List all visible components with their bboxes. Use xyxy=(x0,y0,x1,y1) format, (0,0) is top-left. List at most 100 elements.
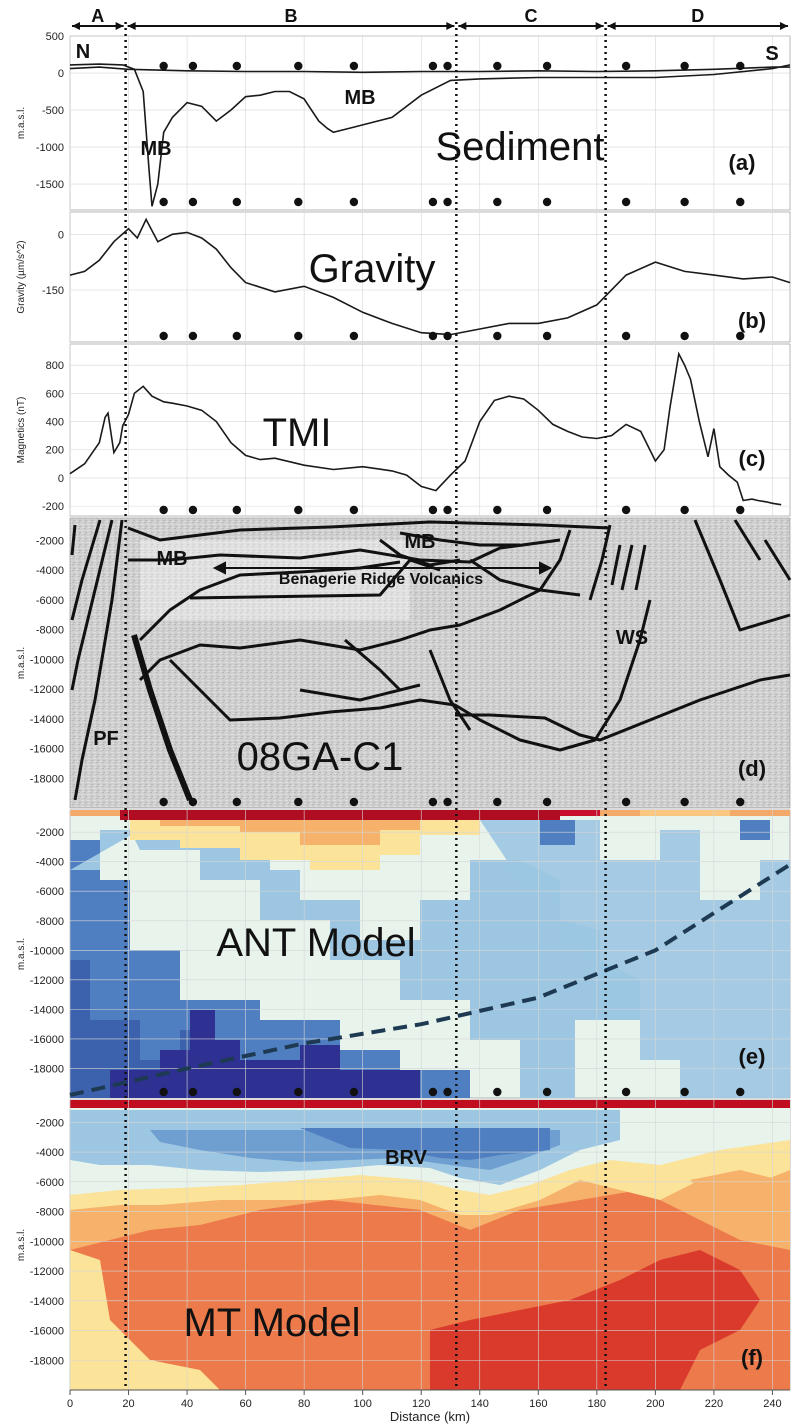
y-tick-label: -8000 xyxy=(36,625,64,637)
station-marker xyxy=(294,197,303,207)
station-marker xyxy=(443,797,452,807)
station-marker xyxy=(188,197,198,207)
station-marker xyxy=(493,331,502,341)
y-tick-label: -8000 xyxy=(36,916,64,928)
station-marker xyxy=(736,505,745,515)
panel-c: 800 600 400 200 0 -200 Magnetics (nT) TMI (c) xyxy=(16,343,791,517)
station-marker xyxy=(493,61,502,71)
station-marker xyxy=(159,197,168,207)
seismic-interpretation-lines xyxy=(70,519,792,801)
station-marker xyxy=(232,331,242,341)
y-tick-label: -10000 xyxy=(30,654,64,666)
y-axis-label-f: m.a.s.l. xyxy=(16,1229,27,1261)
panel-b-letter: (b) xyxy=(738,308,766,333)
station-marker xyxy=(232,797,242,807)
station-marker xyxy=(159,505,168,515)
y-axis-label-b: Gravity (µm/s^2) xyxy=(16,240,27,313)
panel-d: -2000 -4000 -6000 -8000 -10000 -12000 -14000 -1… xyxy=(16,517,792,809)
station-marker xyxy=(159,331,168,341)
x-tick-label: 200 xyxy=(646,1398,664,1410)
station-marker xyxy=(542,61,552,71)
station-marker xyxy=(621,505,631,515)
annotation-pf: PF xyxy=(93,728,119,750)
station-marker xyxy=(443,197,452,207)
y-tick-label: -16000 xyxy=(30,744,64,756)
zone-arrow-head xyxy=(458,22,467,30)
station-marker xyxy=(188,331,198,341)
y-ticks-b: 0 -150 xyxy=(42,229,64,297)
station-marker xyxy=(349,797,359,807)
zone-label: A xyxy=(91,6,104,26)
y-tick-label: -10000 xyxy=(30,1236,64,1248)
station-marker xyxy=(294,331,303,341)
y-tick-label: -4000 xyxy=(36,565,64,577)
station-marker xyxy=(349,505,359,515)
y-tick-label: -18000 xyxy=(30,1355,64,1367)
station-marker xyxy=(188,505,198,515)
annotation-mb-1: MB xyxy=(140,138,171,160)
x-axis: 0 20 40 60 80 100 120 140 160 180 200 220 240 xyxy=(67,1389,790,1410)
station-marker xyxy=(428,197,438,207)
station-marker xyxy=(621,197,631,207)
station-marker xyxy=(493,797,502,807)
y-tick-label: -10000 xyxy=(30,945,64,957)
series-a xyxy=(69,63,791,207)
y-tick-label: -12000 xyxy=(30,1266,64,1278)
panel-c-title: TMI xyxy=(263,411,332,455)
y-tick-label: 200 xyxy=(46,445,64,457)
zone-arrow-head xyxy=(446,22,455,30)
station-marker xyxy=(443,331,452,341)
zone-label: D xyxy=(691,6,704,26)
panel-b: 0 -150 Gravity (µm/s^2) Gravity (b) xyxy=(16,211,791,343)
y-tick-label: 500 xyxy=(46,31,64,43)
y-tick-label: 0 xyxy=(58,473,64,485)
y-axis-label-a: m.a.s.l. xyxy=(16,107,27,139)
y-tick-label: -12000 xyxy=(30,684,64,696)
station-marker xyxy=(159,1087,168,1097)
zone-arrow-head xyxy=(127,22,136,30)
y-tick-label: -4000 xyxy=(36,857,64,869)
x-tick-label: 240 xyxy=(763,1398,781,1410)
station-marker xyxy=(680,797,689,807)
station-marker xyxy=(542,331,552,341)
y-tick-label: -14000 xyxy=(30,1296,64,1308)
y-axis-label-c: Magnetics (nT) xyxy=(16,397,27,464)
y-tick-label: -2000 xyxy=(36,827,64,839)
y-tick-label: -1500 xyxy=(36,179,64,191)
station-marker xyxy=(443,1087,452,1097)
y-tick-label: -1000 xyxy=(36,142,64,154)
station-marker xyxy=(428,505,438,515)
grid-f xyxy=(69,1100,790,1390)
station-marker xyxy=(736,797,745,807)
y-tick-label: 0 xyxy=(58,68,64,80)
zone-arrow-head xyxy=(115,22,124,30)
x-tick-label: 0 xyxy=(67,1398,73,1410)
y-tick-label: -2000 xyxy=(36,535,64,547)
panel-f: -2000 -4000 -6000 -8000 -10000 -12000 -14000 -1… xyxy=(16,1099,791,1391)
x-tick-label: 60 xyxy=(239,1398,251,1410)
station-marker xyxy=(443,505,452,515)
panel-d-letter: (d) xyxy=(738,756,766,781)
series-b xyxy=(69,217,791,336)
station-marker xyxy=(621,797,631,807)
y-tick-label: -14000 xyxy=(30,1004,64,1016)
station-marker xyxy=(493,505,502,515)
x-tick-label: 120 xyxy=(412,1398,430,1410)
x-tick-label: 100 xyxy=(354,1398,372,1410)
zone-arrow-head xyxy=(72,22,80,30)
station-marker xyxy=(232,1087,242,1097)
station-marker xyxy=(621,331,631,341)
station-marker xyxy=(349,197,359,207)
station-marker xyxy=(294,1087,303,1097)
x-tick-label: 140 xyxy=(471,1398,489,1410)
station-marker xyxy=(736,197,745,207)
panel-b-title: Gravity xyxy=(309,247,436,291)
y-tick-label: -500 xyxy=(42,105,64,117)
series-line-a-0 xyxy=(69,66,790,74)
y-tick-label: 0 xyxy=(58,229,64,241)
x-tick-label: 180 xyxy=(588,1398,606,1410)
y-tick-label: -16000 xyxy=(30,1326,64,1338)
annotation-mb-2: MB xyxy=(344,87,375,109)
panel-e-title: ANT Model xyxy=(216,921,415,965)
station-marker xyxy=(159,61,168,71)
